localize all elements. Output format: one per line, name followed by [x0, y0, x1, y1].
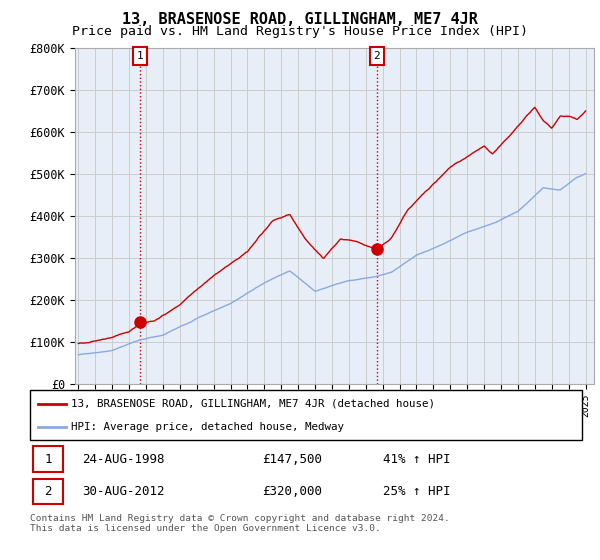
Text: 24-AUG-1998: 24-AUG-1998 — [82, 453, 165, 466]
Text: HPI: Average price, detached house, Medway: HPI: Average price, detached house, Medw… — [71, 422, 344, 432]
Text: 1: 1 — [44, 453, 52, 466]
FancyBboxPatch shape — [33, 446, 63, 472]
Text: 13, BRASENOSE ROAD, GILLINGHAM, ME7 4JR (detached house): 13, BRASENOSE ROAD, GILLINGHAM, ME7 4JR … — [71, 399, 436, 409]
Text: Contains HM Land Registry data © Crown copyright and database right 2024.
This d: Contains HM Land Registry data © Crown c… — [30, 514, 450, 534]
Text: 2: 2 — [374, 51, 380, 61]
Text: 41% ↑ HPI: 41% ↑ HPI — [383, 453, 451, 466]
Text: 13, BRASENOSE ROAD, GILLINGHAM, ME7 4JR: 13, BRASENOSE ROAD, GILLINGHAM, ME7 4JR — [122, 12, 478, 27]
Text: 30-AUG-2012: 30-AUG-2012 — [82, 485, 165, 498]
Text: 2: 2 — [44, 485, 52, 498]
Text: 25% ↑ HPI: 25% ↑ HPI — [383, 485, 451, 498]
Text: Price paid vs. HM Land Registry's House Price Index (HPI): Price paid vs. HM Land Registry's House … — [72, 25, 528, 38]
Text: £147,500: £147,500 — [262, 453, 322, 466]
FancyBboxPatch shape — [33, 479, 63, 505]
Text: 1: 1 — [137, 51, 143, 61]
Text: £320,000: £320,000 — [262, 485, 322, 498]
